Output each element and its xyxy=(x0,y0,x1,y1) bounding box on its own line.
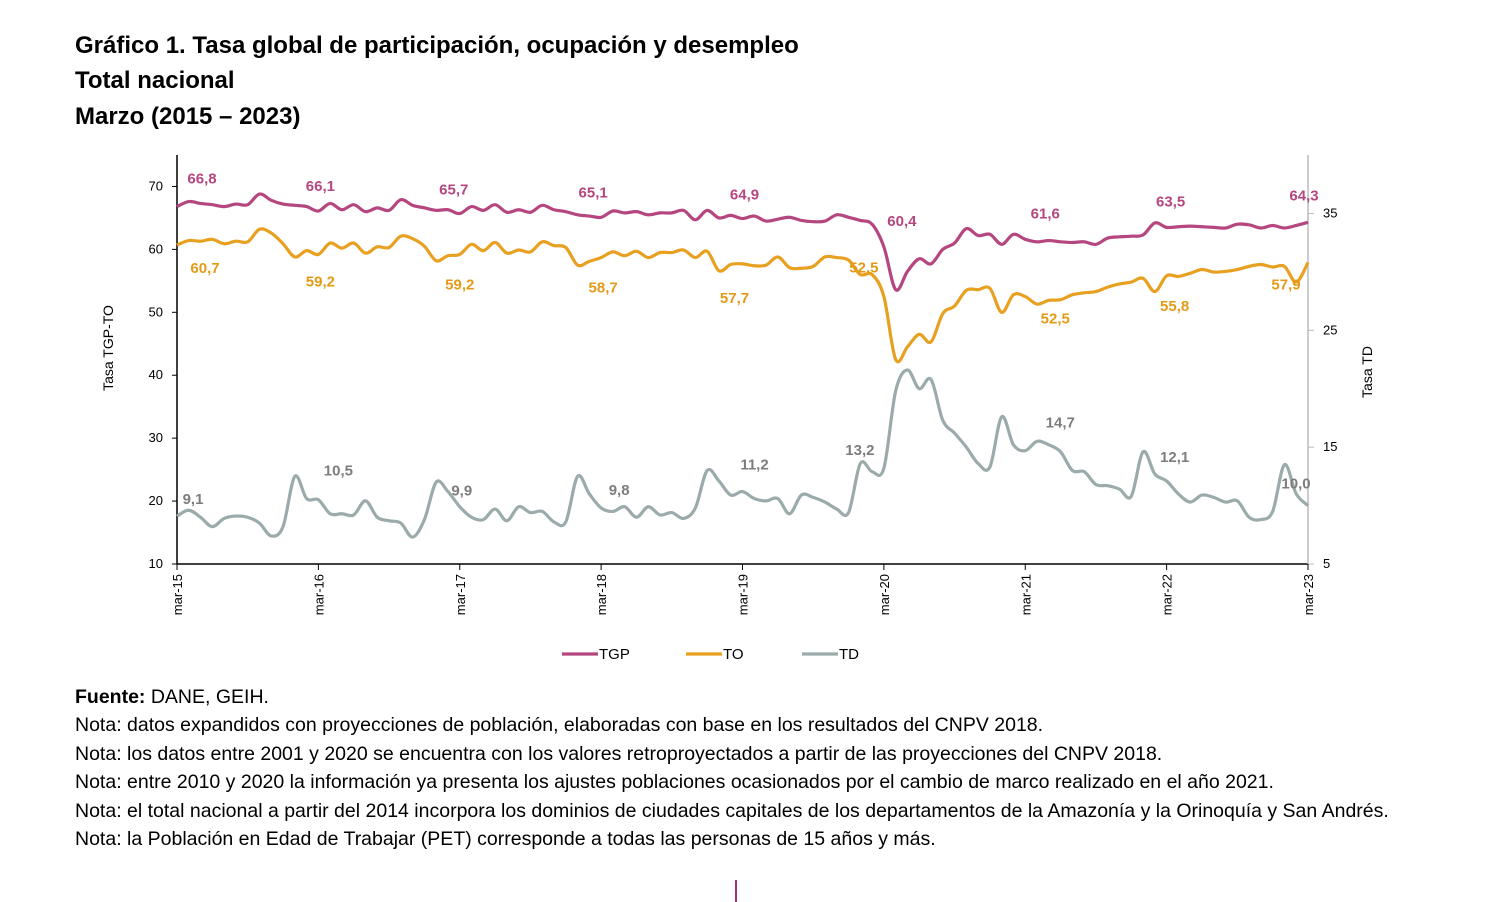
source-text: DANE, GEIH. xyxy=(145,686,269,708)
note-line: Nota: entre 2010 y 2020 la información y… xyxy=(75,771,1274,794)
series-line-tgp xyxy=(176,192,1309,292)
data-label-tgp: 60,4 xyxy=(887,213,917,230)
left-axis-tick-label: 50 xyxy=(149,304,163,319)
data-label-td: 11,2 xyxy=(740,457,768,474)
legend-label-to: TO xyxy=(723,646,744,663)
data-label-tgp: 64,3 xyxy=(1289,187,1318,204)
left-axis-tick-label: 20 xyxy=(149,493,163,508)
legend-label-tgp: TGP xyxy=(599,646,630,663)
right-axis-title: Tasa TD xyxy=(1359,346,1375,398)
chart-title: Gráfico 1. Tasa global de participación,… xyxy=(75,32,799,59)
note-line: Nota: datos expandidos con proyecciones … xyxy=(75,714,1044,737)
notes: Fuente: DANE, GEIH. Nota: datos expandid… xyxy=(75,683,1405,853)
data-label-to: 52,5 xyxy=(849,260,878,277)
x-axis-tick-label: mar-22 xyxy=(1160,574,1175,615)
series-line-td xyxy=(176,368,1310,539)
right-axis-tick-label: 25 xyxy=(1323,322,1337,337)
source-label: Fuente: xyxy=(75,686,146,708)
note-line: Nota: los datos entre 2001 y 2020 se enc… xyxy=(75,742,1163,765)
data-label-td: 10,0 xyxy=(1281,476,1310,493)
data-label-td: 9,1 xyxy=(183,491,204,508)
x-axis-tick-label: mar-21 xyxy=(1018,574,1033,615)
data-label-tgp: 65,7 xyxy=(439,182,468,199)
left-axis-tick-label: 60 xyxy=(149,241,163,256)
chart-subtitle: Total nacional xyxy=(75,67,235,94)
data-label-to: 52,5 xyxy=(1041,311,1070,328)
x-axis-tick-label: mar-17 xyxy=(453,574,468,615)
data-label-tgp: 66,1 xyxy=(306,178,335,195)
data-label-td: 12,1 xyxy=(1160,449,1189,466)
left-axis-title: Tasa TGP-TO xyxy=(100,305,116,391)
x-axis-tick-label: mar-15 xyxy=(170,574,185,615)
right-axis-tick-label: 5 xyxy=(1323,556,1330,571)
right-axis-tick-label: 35 xyxy=(1323,205,1337,220)
data-label-to: 55,8 xyxy=(1160,298,1189,315)
note-line: Nota: el total nacional a partir del 201… xyxy=(75,799,1389,822)
data-label-tgp: 65,1 xyxy=(579,184,608,201)
data-label-td: 13,2 xyxy=(845,442,874,459)
right-axis-tick-label: 15 xyxy=(1323,439,1337,454)
chart-period: Marzo (2015 – 2023) xyxy=(75,103,301,130)
data-label-td: 9,9 xyxy=(451,483,472,500)
data-label-tgp: 63,5 xyxy=(1156,193,1185,210)
data-label-to: 57,9 xyxy=(1271,277,1300,294)
x-axis-tick-label: mar-23 xyxy=(1301,574,1316,615)
note-line: Nota: la Población en Edad de Trabajar (… xyxy=(75,828,936,851)
text-cursor xyxy=(735,880,737,902)
series-line-to xyxy=(176,227,1310,364)
left-axis-tick-label: 70 xyxy=(149,178,163,193)
data-label-td: 14,7 xyxy=(1046,415,1075,432)
line-chart: 10 20 30 40 50 60 70 5 15 25 35 mar-15 mar-16 mar-17 m… xyxy=(100,155,1375,663)
legend-label-td: TD xyxy=(839,646,859,663)
data-label-td: 9,8 xyxy=(609,482,630,499)
x-axis-tick-label: mar-18 xyxy=(594,574,609,615)
source-note: Fuente: DANE, GEIH. xyxy=(75,683,1405,711)
data-label-to: 58,7 xyxy=(589,280,618,297)
left-axis-tick-label: 10 xyxy=(149,556,163,571)
data-label-to: 60,7 xyxy=(190,260,219,277)
data-label-td: 10,5 xyxy=(324,463,353,480)
data-label-tgp: 61,6 xyxy=(1031,205,1060,222)
data-label-to: 59,2 xyxy=(445,276,474,293)
x-axis-tick-label: mar-20 xyxy=(877,574,892,615)
left-axis-tick-label: 40 xyxy=(149,367,163,382)
left-axis-tick-label: 30 xyxy=(149,430,163,445)
x-axis-tick-label: mar-16 xyxy=(311,574,326,615)
x-axis-tick-label: mar-19 xyxy=(736,574,751,615)
data-label-to: 59,2 xyxy=(306,273,335,290)
data-label-to: 57,7 xyxy=(720,290,749,307)
data-label-tgp: 66,8 xyxy=(187,171,216,188)
data-label-tgp: 64,9 xyxy=(730,187,759,204)
